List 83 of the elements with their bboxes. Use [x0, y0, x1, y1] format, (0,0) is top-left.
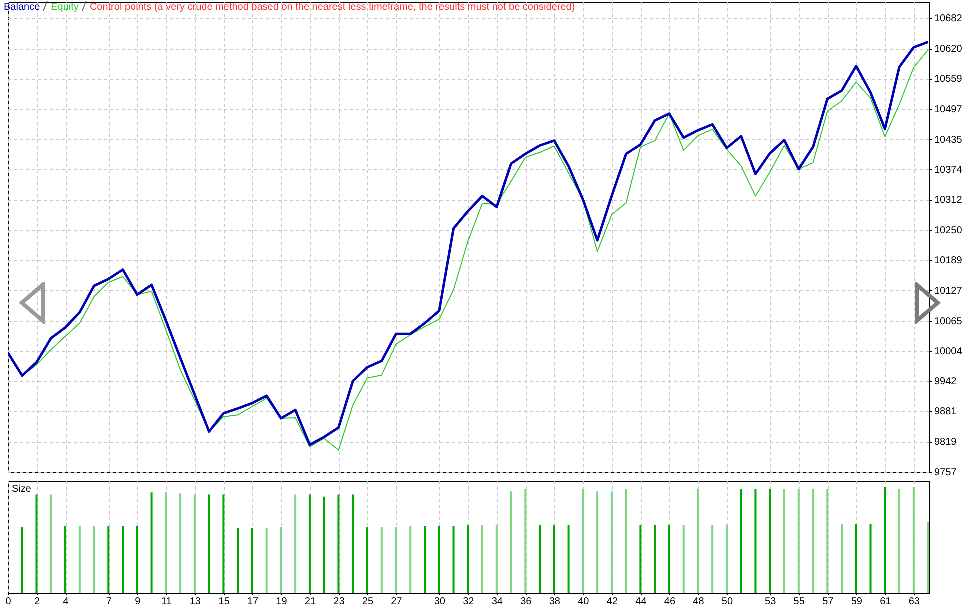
- text: Equity: [51, 2, 79, 13]
- bar: [654, 525, 656, 593]
- bar: [108, 526, 110, 593]
- bar: [510, 492, 512, 593]
- bar: [366, 527, 368, 593]
- y-tick-label: 10004: [934, 346, 963, 358]
- y-tick-label: 10620: [934, 44, 963, 56]
- bar: [682, 525, 685, 593]
- bar: [93, 526, 96, 593]
- bar: [208, 494, 210, 593]
- bar: [553, 525, 556, 593]
- bar: [180, 494, 182, 593]
- y-tick-label: 9757: [934, 468, 958, 478]
- bar: [841, 524, 844, 593]
- bar: [78, 526, 81, 593]
- bar: [251, 528, 254, 593]
- bar: [596, 492, 599, 593]
- bar: [150, 492, 153, 593]
- bar: [36, 494, 38, 593]
- y-tick-label: 10497: [934, 104, 963, 116]
- bar: [898, 489, 901, 593]
- bar: [668, 525, 670, 593]
- annotation: Control points (a very crude method based on the nearest less timeframe, the results must not be considered): [90, 2, 576, 13]
- text: Balance: [4, 2, 40, 13]
- y-tick-label: 10065: [934, 316, 963, 328]
- bar: [237, 528, 240, 593]
- bar: [266, 528, 268, 593]
- bar: [323, 496, 326, 593]
- bar: [280, 527, 282, 593]
- bar: [912, 487, 915, 593]
- bar: [640, 525, 642, 593]
- bar: [452, 526, 455, 593]
- bar: [783, 489, 786, 593]
- y-tick-label: 10250: [934, 226, 963, 237]
- bar: [524, 489, 527, 593]
- y-tick-label: 9881: [934, 406, 958, 418]
- y-tick-label: 10312: [934, 195, 963, 206]
- y-tick-label: 10189: [934, 256, 963, 267]
- y-tick-label: 10435: [934, 134, 963, 146]
- bar: [884, 487, 886, 593]
- bar: [712, 525, 714, 593]
- chart-title: Size: [12, 484, 32, 495]
- bar: [812, 489, 814, 593]
- bar: [352, 494, 354, 593]
- y-tick-label: 10682: [934, 14, 963, 25]
- bar: [482, 525, 484, 593]
- bar: [870, 524, 872, 593]
- bar: [697, 489, 700, 593]
- bar: [438, 526, 440, 593]
- bar: [610, 492, 613, 593]
- bar: [496, 525, 498, 593]
- bar: [50, 494, 52, 593]
- bar: [165, 492, 168, 593]
- bar: [539, 525, 542, 593]
- bar: [582, 489, 584, 593]
- bar: [21, 527, 24, 593]
- bar: [194, 494, 196, 593]
- bar: [122, 526, 124, 593]
- y-tick-label: 10559: [934, 74, 963, 86]
- y-tick-label: 9942: [934, 376, 958, 388]
- bar: [136, 526, 138, 593]
- bar: [308, 494, 311, 593]
- bar: [222, 494, 225, 593]
- bar: [64, 526, 67, 593]
- bar: [625, 489, 628, 593]
- bar: [380, 527, 383, 593]
- y-tick-label: 10374: [934, 164, 963, 176]
- bar: [798, 489, 800, 593]
- y-tick-label: 9819: [934, 437, 958, 448]
- bar: [826, 489, 829, 593]
- bar: [410, 526, 412, 593]
- bar: [754, 489, 757, 593]
- bar: [395, 527, 398, 593]
- bar: [740, 489, 742, 593]
- bar: [467, 525, 470, 593]
- bar: [769, 489, 772, 593]
- bar: [338, 494, 340, 593]
- bar: [568, 525, 570, 593]
- bar: [855, 524, 858, 593]
- bar: [424, 526, 426, 593]
- y-tick-label: 10127: [934, 286, 963, 297]
- bar: [294, 494, 297, 593]
- bar: [726, 525, 728, 593]
